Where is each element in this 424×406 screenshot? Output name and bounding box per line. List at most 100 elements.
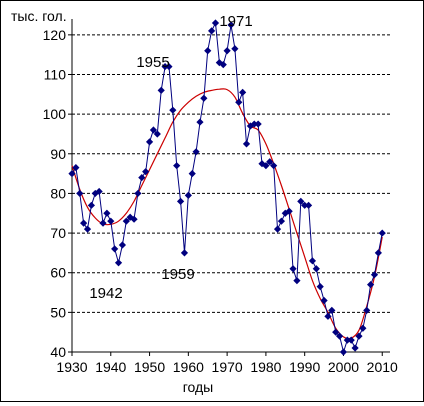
data-point-1958 [176, 197, 185, 205]
data-point-1930 [68, 170, 76, 178]
x-tick-label-1980: 1980 [250, 359, 281, 375]
y-tick-label-50: 50 [50, 304, 66, 320]
annotation-1959: 1959 [161, 266, 194, 283]
data-point-2010 [378, 229, 386, 237]
annotation-1942: 1942 [89, 285, 122, 302]
data-point-2004 [355, 332, 363, 340]
y-tick-label-60: 60 [50, 265, 66, 281]
x-tick-label-1990: 1990 [289, 359, 320, 375]
data-point-1967 [211, 19, 220, 27]
data-point-1978 [254, 120, 262, 128]
annotations: 1971 1955 1959 1942 [89, 13, 252, 302]
data-point-1975 [242, 140, 251, 148]
y-tick-labels: 40 50 60 70 80 90 100 110 120 [43, 27, 67, 360]
data-point-1952 [153, 130, 161, 138]
data-point-1972 [231, 45, 239, 53]
x-tick-label-2010: 2010 [367, 359, 398, 375]
y-tick-label-90: 90 [50, 146, 66, 162]
x-axis-label: годы [183, 379, 214, 395]
data-point-1939 [103, 209, 111, 217]
data-point-1956 [169, 106, 177, 114]
data-point-1989 [297, 197, 305, 205]
y-tick-label-80: 80 [50, 185, 66, 201]
data-point-1964 [200, 94, 208, 102]
x-tick-label-2000: 2000 [328, 359, 359, 375]
y-tick-label-100: 100 [43, 106, 67, 122]
data-point-1963 [196, 118, 204, 126]
data-point-1944 [122, 217, 130, 225]
data-point-1991 [304, 201, 313, 209]
data-point-1982 [270, 162, 278, 170]
x-tick-labels: 1930 1940 1950 1960 1970 1980 1990 2000 2010 [56, 359, 398, 375]
annotation-1955: 1955 [136, 54, 169, 71]
y-tick-label-70: 70 [50, 225, 66, 241]
y-axis-label: тыс. гол. [11, 8, 67, 24]
data-point-1974 [239, 88, 247, 96]
y-tick-label-40: 40 [50, 344, 66, 360]
data-point-1931 [72, 164, 80, 172]
x-tick-label-1930: 1930 [56, 359, 87, 375]
data-point-2005 [359, 324, 367, 332]
data-point-1971 [227, 21, 235, 29]
data-point-1949 [142, 168, 150, 176]
data-point-1932 [76, 189, 84, 198]
data-point-1999 [335, 332, 344, 340]
data-point-1973 [235, 98, 243, 106]
data-point-1961 [188, 170, 196, 178]
data-point-1970 [223, 47, 231, 55]
data-point-1959 [180, 249, 189, 257]
data-point-1948 [138, 173, 146, 182]
data-point-1943 [118, 241, 127, 249]
data-point-2002 [347, 336, 355, 344]
x-tick-label-1960: 1960 [173, 359, 204, 375]
grid-lines [72, 34, 390, 313]
data-point-1988 [293, 277, 301, 285]
data-point-1997 [328, 306, 336, 314]
data-point-1953 [157, 86, 165, 94]
data-point-1937 [95, 187, 103, 196]
data-point-1934 [83, 225, 92, 233]
data-point-1942 [114, 259, 123, 267]
data-point-1986 [285, 207, 293, 215]
data-point-1992 [308, 257, 317, 265]
data-point-1960 [184, 191, 192, 200]
data-point-1941 [111, 245, 119, 253]
data-point-1995 [320, 296, 328, 305]
data-point-1966 [208, 27, 216, 35]
data-point-1969 [219, 60, 227, 69]
data-point-1947 [134, 189, 142, 198]
data-point-1957 [173, 162, 181, 170]
x-tick-label-1950: 1950 [134, 359, 165, 375]
data-point-1983 [273, 225, 282, 233]
data-point-2003 [351, 344, 359, 352]
data-point-1979 [258, 160, 266, 168]
data-point-1946 [130, 215, 138, 223]
series-line [71, 21, 383, 354]
data-point-1990 [301, 201, 309, 209]
data-point-1981 [266, 158, 274, 166]
data-point-1984 [277, 217, 286, 225]
data-point-1965 [204, 47, 212, 55]
data-point-1996 [324, 312, 332, 320]
data-point-1933 [80, 219, 88, 227]
data-series [71, 21, 383, 354]
data-point-2007 [367, 281, 375, 289]
data-point-2009 [374, 249, 382, 257]
data-points [68, 19, 386, 356]
x-tick-label-1970: 1970 [212, 359, 243, 375]
data-point-1994 [316, 282, 324, 291]
data-point-2008 [370, 271, 379, 279]
data-point-1962 [192, 148, 200, 156]
x-tick-label-1940: 1940 [95, 359, 126, 375]
data-point-1950 [145, 138, 154, 146]
data-point-1935 [87, 201, 95, 209]
data-point-2006 [363, 306, 371, 314]
data-point-2001 [343, 336, 351, 344]
annotation-1971: 1971 [219, 13, 252, 30]
y-tick-label-110: 110 [44, 67, 67, 83]
data-point-1987 [289, 265, 297, 273]
data-point-1998 [332, 328, 340, 336]
data-point-1980 [262, 162, 270, 170]
